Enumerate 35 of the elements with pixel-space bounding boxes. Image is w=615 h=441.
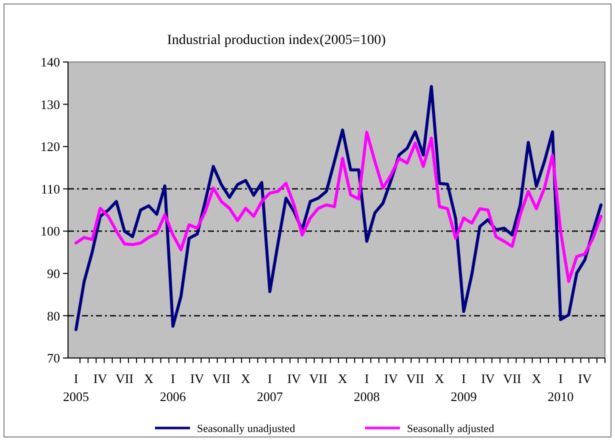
x-tick-label: I 2008: [354, 371, 380, 404]
legend-label: Seasonally adjusted: [407, 422, 495, 435]
x-tick-label: X: [144, 371, 154, 386]
y-tick-label: 70: [47, 350, 60, 366]
legend-label: Seasonally unadjusted: [197, 422, 296, 435]
line-series: [74, 85, 602, 332]
x-tick-label: I 2007: [256, 371, 284, 404]
x-tick-label: I 2005: [63, 371, 89, 404]
y-tick-label: 130: [40, 96, 60, 112]
y-tick-label: 100: [40, 224, 60, 239]
y-tick-label: 110: [40, 181, 60, 196]
y-tick-label: 80: [47, 308, 60, 324]
line-series: [74, 130, 602, 283]
x-tick-label: X: [532, 371, 542, 386]
x-tick-label: VII: [212, 371, 230, 386]
x-tick-label: I 2010: [548, 371, 574, 404]
x-tick-label: IV: [93, 371, 108, 386]
x-tick-label: I 2009: [450, 371, 477, 404]
x-tick-label: I 2006: [160, 371, 186, 404]
y-tick-label: 90: [47, 266, 60, 281]
x-tick-label: VII: [309, 371, 328, 386]
x-tick-label: IV: [481, 371, 496, 386]
x-tick-label: X: [434, 371, 445, 386]
x-tick-label: VII: [115, 371, 134, 386]
chart-title: Industrial production index(2005=100): [167, 33, 386, 48]
x-tick-label: VII: [406, 371, 424, 386]
x-tick-label: IV: [578, 371, 592, 386]
x-tick-label: IV: [384, 371, 398, 386]
x-tick-label: X: [338, 371, 348, 386]
x-tick-label: IV: [287, 371, 302, 386]
y-tick-label: 140: [40, 54, 60, 70]
x-tick-label: IV: [190, 371, 205, 386]
x-tick-label: VII: [503, 371, 522, 386]
y-tick-label: 120: [40, 139, 60, 154]
x-tick-label: X: [240, 371, 251, 386]
